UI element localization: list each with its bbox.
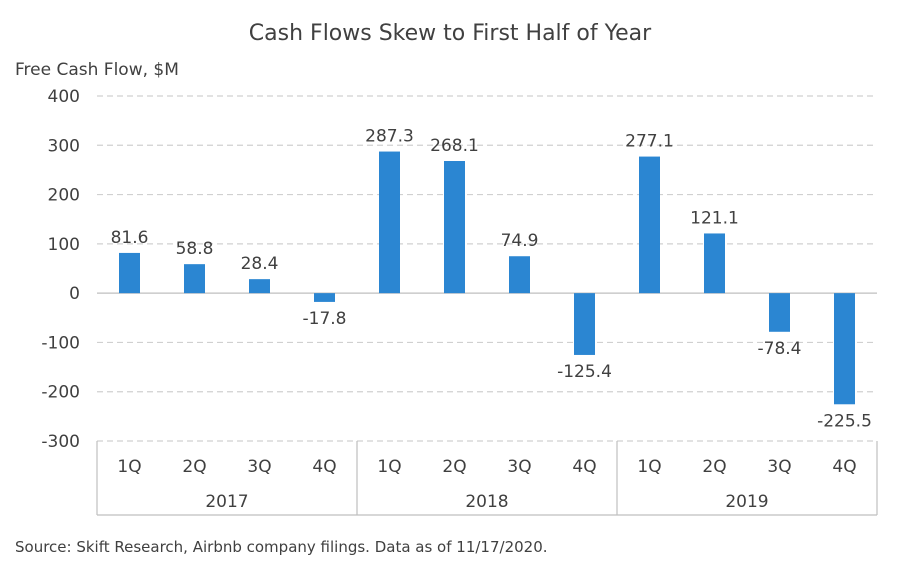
data-label: 287.3	[365, 127, 414, 147]
bar	[249, 279, 270, 294]
data-label: -78.4	[758, 339, 802, 359]
data-label: 121.1	[690, 208, 739, 228]
data-label: 28.4	[241, 254, 279, 274]
x-tick-label: 2Q	[182, 457, 206, 477]
data-label: 81.6	[111, 228, 149, 248]
data-label: 277.1	[625, 132, 674, 152]
y-tick-label: 0	[69, 284, 80, 304]
x-tick-label: 2Q	[442, 457, 466, 477]
y-tick-label: 100	[48, 235, 80, 255]
data-label: -125.4	[557, 362, 612, 382]
bar	[769, 293, 790, 332]
bar	[704, 233, 725, 294]
x-group-label: 2018	[465, 492, 508, 512]
y-tick-label: 200	[48, 186, 80, 206]
x-group-label: 2019	[725, 492, 768, 512]
x-tick-label: 4Q	[312, 457, 336, 477]
data-label: -225.5	[817, 411, 872, 431]
bar	[574, 293, 595, 355]
bar	[639, 156, 660, 294]
bar	[509, 256, 530, 294]
data-label: -17.8	[303, 309, 347, 329]
bar	[444, 161, 465, 294]
bar	[119, 252, 140, 294]
x-tick-label: 4Q	[832, 457, 856, 477]
data-label: 58.8	[176, 239, 214, 259]
y-axis-label: Free Cash Flow, $M	[15, 60, 179, 80]
y-tick-label: -200	[41, 383, 80, 403]
bar	[314, 293, 335, 302]
x-tick-label: 2Q	[702, 457, 726, 477]
bar	[834, 293, 855, 405]
y-tick-label: -300	[41, 432, 80, 452]
data-label: 74.9	[501, 231, 539, 251]
x-tick-label: 1Q	[117, 457, 141, 477]
bar	[379, 151, 400, 294]
source-note: Source: Skift Research, Airbnb company f…	[15, 538, 548, 556]
x-tick-label: 3Q	[767, 457, 791, 477]
data-label: 268.1	[430, 136, 479, 156]
x-tick-label: 1Q	[377, 457, 401, 477]
y-tick-label: -100	[41, 333, 80, 353]
x-group-label: 2017	[205, 492, 248, 512]
x-tick-label: 3Q	[247, 457, 271, 477]
x-tick-label: 3Q	[507, 457, 531, 477]
bar	[184, 264, 205, 294]
x-tick-label: 4Q	[572, 457, 596, 477]
x-tick-label: 1Q	[637, 457, 661, 477]
chart-title: Cash Flows Skew to First Half of Year	[249, 21, 652, 46]
y-tick-label: 300	[48, 136, 80, 156]
y-tick-label: 400	[48, 87, 80, 107]
